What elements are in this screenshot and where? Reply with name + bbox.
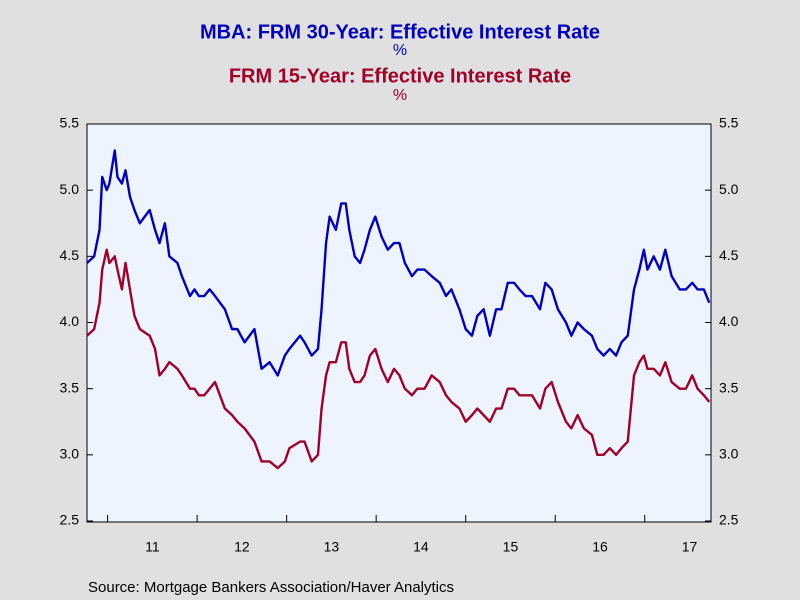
y-tick-label-right: 5.5 — [719, 115, 739, 131]
y-tick-label: 5.0 — [60, 181, 80, 197]
unit-30yr: % — [393, 42, 407, 59]
x-tick-label: 14 — [413, 539, 429, 555]
x-tick-label: 12 — [234, 539, 250, 555]
y-tick-label-right: 3.5 — [719, 379, 739, 395]
y-tick-label-right: 4.5 — [719, 247, 739, 263]
x-tick-label: 11 — [145, 539, 160, 555]
title-15yr: FRM 15-Year: Effective Interest Rate — [229, 65, 571, 87]
y-tick-label: 3.5 — [60, 379, 80, 395]
y-tick-label-right: 2.5 — [719, 512, 739, 528]
y-tick-label: 4.5 — [60, 247, 80, 263]
source: Source: Mortgage Bankers Association/Hav… — [88, 579, 454, 596]
y-tick-label-right: 3.0 — [719, 446, 739, 462]
y-tick-label: 3.0 — [60, 446, 80, 462]
series-line — [86, 149, 711, 377]
unit-15yr: % — [393, 87, 407, 104]
y-tick-label: 2.5 — [60, 512, 80, 528]
title-30yr: MBA: FRM 30-Year: Effective Interest Rat… — [200, 21, 600, 43]
y-tick-label-right: 5.0 — [719, 181, 739, 197]
x-tick-label: 15 — [503, 539, 519, 555]
y-tick-label-right: 4.0 — [719, 313, 739, 329]
plot-area — [86, 123, 712, 523]
series-line — [86, 248, 711, 470]
y-tick-label: 4.0 — [60, 313, 80, 329]
x-tick-label: 16 — [592, 539, 608, 555]
y-tick-label: 5.5 — [60, 115, 80, 131]
x-tick-label: 13 — [324, 539, 340, 555]
x-tick-label: 17 — [682, 539, 698, 555]
